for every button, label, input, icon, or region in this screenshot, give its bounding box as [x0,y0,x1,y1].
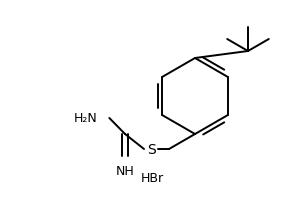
Text: HBr: HBr [140,171,164,184]
Text: H₂N: H₂N [74,112,97,125]
Text: NH: NH [116,164,134,177]
Text: S: S [147,142,155,156]
